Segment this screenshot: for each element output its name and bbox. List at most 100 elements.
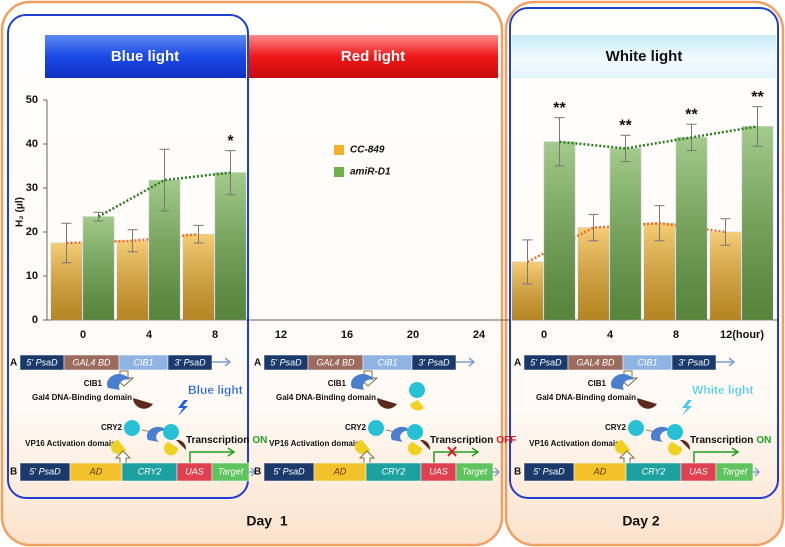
legend-swatch (334, 145, 344, 155)
error-bar (588, 213, 599, 242)
significance: * (227, 133, 234, 150)
construct-part-label: 5' PsaD (530, 357, 562, 367)
trend-line (97, 171, 231, 218)
construct-part-label: 5' PsaD (26, 357, 58, 367)
dbd-shape (377, 398, 397, 409)
arrow (493, 467, 501, 477)
arrow (716, 357, 736, 367)
lightning (682, 400, 692, 416)
complex-ad (164, 442, 179, 456)
bar-shade (710, 232, 741, 320)
diagram: A 5' PsaD GAL4 BD CIB1 3' PsaD CIB1 Gal4 DNA-B… (514, 354, 771, 482)
legend-swatch (334, 167, 344, 177)
construct-part-label: 3' PsaD (418, 357, 450, 367)
bar-shade (676, 137, 707, 320)
construct-part-label: UAS (689, 466, 708, 476)
complex-cry2 (407, 424, 423, 440)
protein-label: Gal4 DNA-Binding domain (32, 393, 132, 402)
construct-part-label: 5' PsaD (29, 466, 61, 476)
transcription-label: Transcription ON (690, 435, 771, 446)
free-ad (410, 400, 424, 411)
transcription-label: Transcription ON (186, 435, 267, 446)
bar-shade (610, 148, 641, 320)
light-label: Blue light (188, 383, 243, 397)
x-tick-label: 16 (341, 329, 353, 341)
bar-shade (183, 234, 214, 320)
cry2-shape (368, 420, 384, 436)
protein-label: Gal4 DNA-Binding domain (536, 393, 636, 402)
significance: ** (553, 100, 566, 117)
x-tick-label: 12 (275, 329, 287, 341)
transcription-word: Transcription (690, 435, 753, 446)
construct-part-label: AD (593, 466, 607, 476)
ad-shape (110, 440, 126, 454)
header: White light (606, 48, 683, 65)
light-label: White light (692, 383, 753, 397)
x-tick-label: 20 (407, 329, 419, 341)
construct-part-label: CIB1 (637, 357, 657, 367)
bar-shade (83, 216, 114, 320)
y-axis-label: H₂ (μl) (15, 197, 26, 227)
arrow (212, 357, 232, 367)
day-label: Day 2 (622, 513, 660, 529)
cib1-shape (107, 374, 130, 390)
y-tick-label: 50 (26, 94, 38, 106)
cib1-shape (611, 374, 634, 390)
protein-label: CRY2 (101, 423, 123, 432)
header-band (248, 35, 498, 78)
significance: ** (751, 89, 764, 106)
complex-dbd (176, 439, 187, 450)
cry2-shape (628, 420, 644, 436)
construct-label: A (514, 358, 521, 369)
x-tick-label: 0 (541, 329, 547, 341)
y-tick-label: 20 (26, 226, 38, 238)
frame (509, 7, 779, 499)
header-band (45, 35, 246, 78)
construct-part-label: CIB1 (377, 357, 397, 367)
protein-label: CRY2 (605, 423, 627, 432)
construct-label: B (514, 467, 521, 478)
x-tick-label: 8 (212, 329, 218, 341)
construct-part-label: GAL4 BD (576, 357, 615, 367)
diagram: A 5' PsaD GAL4 BD CIB1 3' PsaD CIB1 Gal4 DNA-B… (10, 354, 267, 482)
construct-part-label: CRY2 (138, 466, 162, 476)
panel-day1 (0, 0, 504, 547)
protein-label: VP16 Activation domain (269, 439, 360, 448)
plot: 0 10 20 30 40 50 0 4 8 12 16 20 24 * CC-849 amiR-D1 0 4 8 1… (26, 89, 774, 341)
ad-shape (354, 440, 370, 454)
transcription-state: OFF (496, 435, 516, 446)
complex-cib1 (146, 426, 168, 442)
construct-part-label: CIB1 (133, 357, 153, 367)
dbd-shape (637, 398, 657, 409)
significance: ** (685, 106, 698, 123)
y-tick-label: 30 (26, 182, 38, 194)
construct-part-label: 5' PsaD (533, 466, 565, 476)
cib1-shape (350, 373, 374, 390)
transcription-word: Transcription (430, 435, 493, 446)
y-tick-label: 40 (26, 138, 38, 150)
blocked (447, 446, 457, 457)
construct-part-label: Target (722, 466, 748, 476)
day-label: Day 1 (246, 513, 287, 529)
protein-label: VP16 Activation domain (25, 439, 116, 448)
construct-part-label: 3' PsaD (174, 357, 206, 367)
bar-shade (544, 141, 575, 320)
error-bar (720, 218, 731, 246)
header: Red light (341, 48, 405, 65)
protein-label: CRY2 (345, 423, 367, 432)
transcription-word: Transcription (186, 435, 249, 446)
complex-dbd (420, 439, 431, 450)
legend-label: CC-849 (350, 145, 385, 156)
y-tick-label: 0 (32, 314, 38, 326)
x-tick-label: 12(hour) (720, 329, 764, 341)
protein-label: CIB1 (84, 379, 103, 388)
bar-shade (215, 172, 246, 320)
complex-cry2 (667, 424, 683, 440)
cry2-shape (124, 420, 140, 436)
free-cry2 (409, 382, 425, 398)
transcription-state: ON (756, 435, 771, 446)
construct-label: B (10, 467, 17, 478)
arrow (456, 357, 476, 367)
complex-cib1 (390, 426, 412, 442)
